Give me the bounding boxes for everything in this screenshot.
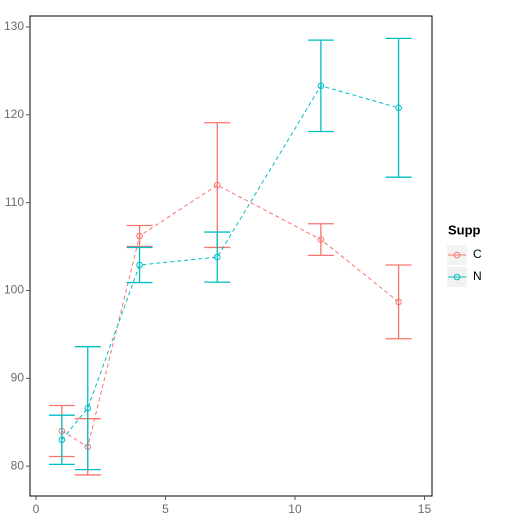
point xyxy=(317,82,325,90)
point xyxy=(317,236,325,243)
y-tick-label: 90 xyxy=(11,370,25,384)
error-bar xyxy=(48,414,75,466)
x-tick-label: 15 xyxy=(418,502,432,516)
point xyxy=(136,261,143,269)
point xyxy=(58,436,66,444)
point xyxy=(136,232,143,240)
error-bar xyxy=(126,246,153,284)
y-tick-label: 110 xyxy=(5,195,24,209)
y-tick-label: 100 xyxy=(4,283,24,297)
error-bar xyxy=(385,37,412,178)
error-bar xyxy=(74,346,101,471)
legend-label: C xyxy=(473,247,482,261)
legend-point xyxy=(453,273,461,281)
legend-label: N xyxy=(473,269,482,283)
series-line xyxy=(61,85,399,441)
legend-title: Supp xyxy=(448,222,481,237)
error-bar xyxy=(385,264,412,340)
point xyxy=(395,298,402,306)
point xyxy=(84,404,92,412)
x-tick-label: 10 xyxy=(288,502,302,516)
x-tick-label: 5 xyxy=(162,502,169,516)
panel xyxy=(29,15,433,497)
y-tick-label: 120 xyxy=(4,107,24,121)
error-bar xyxy=(204,231,231,283)
y-tick-label: 130 xyxy=(4,19,24,33)
point xyxy=(213,181,221,189)
point xyxy=(395,104,402,112)
legend-point xyxy=(453,251,461,259)
point xyxy=(213,253,221,261)
y-tick-label: 80 xyxy=(11,458,25,472)
x-tick-label: 0 xyxy=(33,502,40,516)
